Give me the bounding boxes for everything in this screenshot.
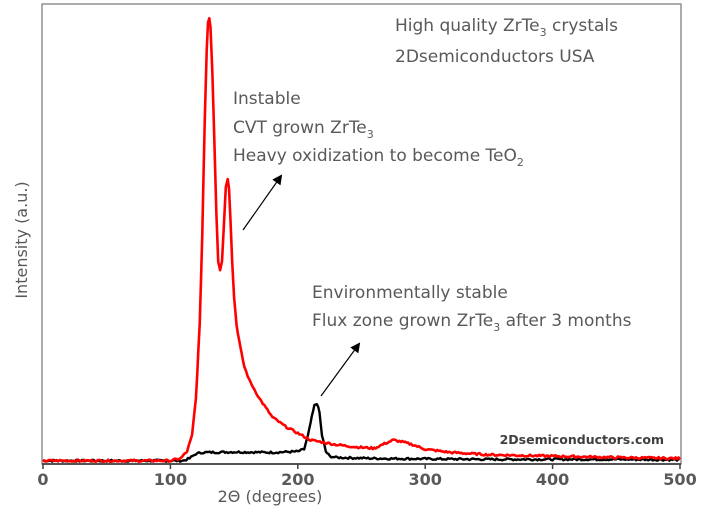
x-tick-label: 100 [154,470,187,489]
flux-line2-main: Flux zone grown ZrTe [312,311,493,331]
x-ticks: 0 100 200 300 400 500 [37,464,697,489]
x-axis-label: 2Θ (degrees) [218,487,323,506]
cvt-line2-main: CVT grown ZrTe [233,118,367,138]
y-axis-label: Intensity (a.u.) [12,181,31,298]
header-annotation-line1: High quality ZrTe3 crystals [395,16,618,39]
x-tick-label: 400 [536,470,569,489]
cvt-annotation-line1: Instable [233,89,301,109]
header-annotation-line2: 2Dsemiconductors USA [395,47,595,67]
x-tick-label: 0 [37,470,48,489]
flux-arrow [320,342,361,397]
cvt-annotation-line3: Heavy oxidization to become TeO2 [233,146,524,169]
cvt-arrow [242,174,283,231]
cvt-line3-sub: 2 [517,156,524,169]
cvt-line3-main: Heavy oxidization to become TeO [233,146,517,166]
series-layer [42,17,681,463]
x-tick-label: 500 [663,470,696,489]
flux-line2-tail: after 3 months [500,311,631,331]
flux-line2-sub: 3 [493,321,500,334]
x-tick-label: 300 [408,470,441,489]
series-line-cvt [42,17,681,463]
x-tick-label: 200 [281,470,314,489]
cvt-line2-sub: 3 [367,128,374,141]
flux-annotation-line1: Environmentally stable [312,283,508,303]
plot-area-border [41,3,682,465]
header-line1-main: High quality ZrTe [395,16,540,36]
header-line1-sub: 3 [540,26,547,39]
flux-annotation-line2: Flux zone grown ZrTe3 after 3 months [312,311,632,334]
header-line1-tail: crystals [547,16,618,36]
cvt-annotation-line2: CVT grown ZrTe3 [233,118,374,141]
watermark: 2Dsemiconductors.com [500,432,664,447]
